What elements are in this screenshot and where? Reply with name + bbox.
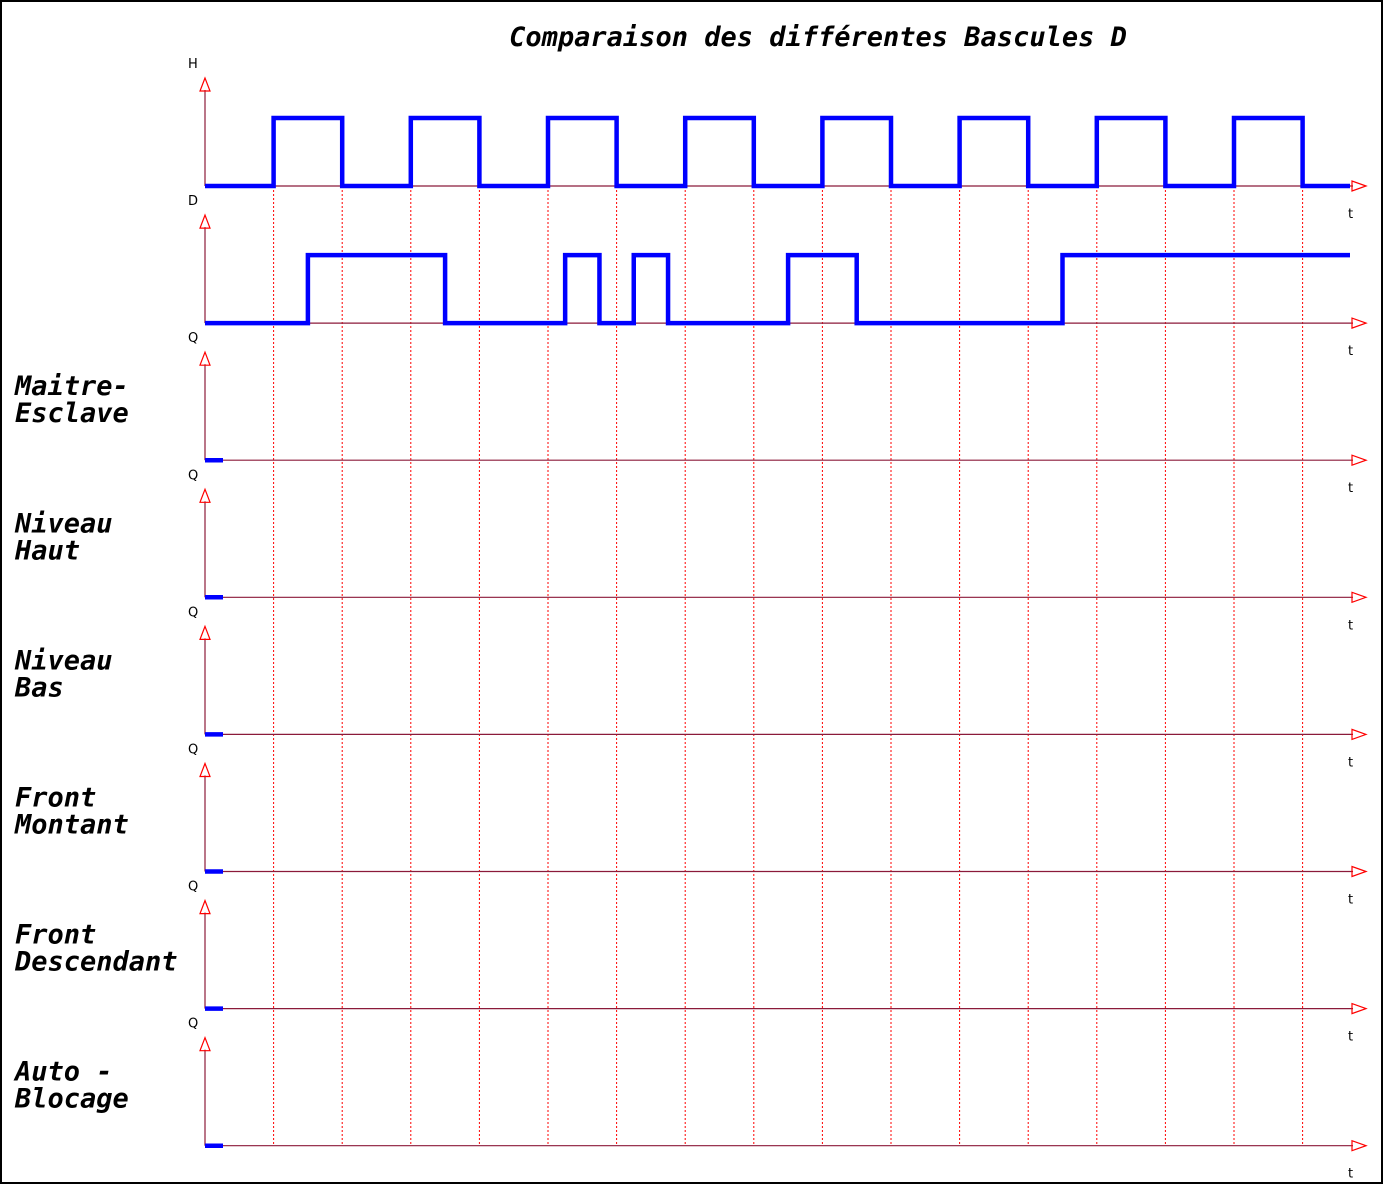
time-arrow-icon [1351, 317, 1368, 329]
time-label: t [1348, 207, 1353, 222]
time-arrow-icon [1351, 180, 1368, 192]
row-name: Descendant [14, 947, 178, 978]
signal-label: Q [188, 331, 198, 346]
row-name: Maitre- [14, 371, 129, 402]
row-name: Montant [14, 810, 129, 841]
signal-label: Q [188, 880, 198, 895]
row-name: Auto - [13, 1057, 113, 1088]
row-name: Front [15, 783, 96, 814]
signal-rows: HtDtQtMaitre-EsclaveQtNiveauHautQtNiveau… [13, 57, 1368, 1182]
vertical-arrow-icon [199, 624, 211, 641]
signal-row: Qt Auto -Blocage [13, 1017, 1368, 1182]
vertical-arrow-icon [199, 487, 211, 503]
row-name: Bas [14, 672, 64, 703]
time-label: t [1348, 344, 1353, 359]
signal-label: D [188, 194, 198, 209]
time-label: t [1348, 618, 1353, 633]
row-name: Haut [14, 535, 80, 566]
vertical-arrow-icon [199, 76, 211, 92]
row-name: Niveau [14, 508, 113, 539]
time-arrow-icon [1351, 454, 1368, 467]
time-arrow-icon [1351, 865, 1368, 878]
vertical-arrow-icon [199, 898, 211, 915]
row-name: Esclave [15, 398, 129, 429]
signal-label: Q [188, 605, 198, 620]
time-label: t [1348, 1030, 1353, 1045]
waveform-trace [205, 252, 1350, 326]
vertical-arrow-icon [199, 761, 211, 778]
time-label: t [1348, 481, 1353, 496]
row-name: Front [15, 920, 96, 951]
diagram-title: Comparaison des différentes Bascules D [509, 22, 1127, 53]
vertical-arrow-icon [199, 213, 211, 229]
signal-label: Q [188, 468, 198, 483]
time-arrow-icon [1351, 591, 1368, 604]
signal-row: Ht [188, 57, 1368, 222]
vertical-arrow-icon [199, 350, 211, 366]
signal-label: Q [188, 743, 198, 758]
time-label: t [1348, 893, 1353, 908]
time-arrow-icon [1351, 728, 1368, 741]
signal-label: H [188, 57, 198, 72]
time-label: t [1348, 755, 1353, 770]
time-arrow-icon [1351, 1002, 1368, 1015]
row-name: Blocage [14, 1084, 129, 1115]
time-label: t [1348, 1167, 1353, 1182]
row-name: Niveau [14, 645, 113, 676]
waveform-trace [205, 115, 1350, 189]
edge-gridlines [273, 118, 1304, 1146]
time-arrow-icon [1351, 1139, 1368, 1152]
signal-row: Qt Maitre-Esclave [14, 331, 1368, 496]
signal-label: Q [188, 1017, 198, 1032]
vertical-arrow-icon [199, 1036, 211, 1052]
signal-row: Dt [188, 194, 1368, 359]
